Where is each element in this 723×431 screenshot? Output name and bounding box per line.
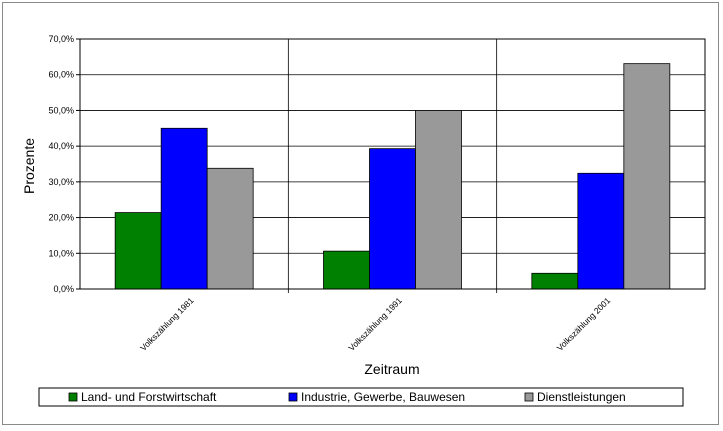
bar [323, 250, 370, 290]
y-tick-label: 10,0% [48, 248, 74, 258]
y-tick-label: 30,0% [48, 177, 74, 187]
x-tick-label: Volkszählung 1991 [346, 295, 404, 353]
legend-label: Industrie, Gewerbe, Bauwesen [301, 390, 465, 404]
legend-label: Dienstleistungen [537, 390, 626, 404]
y-tick-label: 70,0% [48, 34, 74, 44]
y-tick-label: 0,0% [53, 284, 74, 294]
bar [577, 172, 625, 290]
bar [369, 148, 416, 290]
bars [114, 63, 671, 290]
bar-chart: 0,0%10,0%20,0%30,0%40,0%50,0%60,0%70,0% … [21, 34, 706, 407]
x-tick-label: Volkszählung 1981 [138, 295, 196, 353]
x-tick-label: Volkszählung 2001 [555, 295, 613, 353]
bar [160, 127, 208, 290]
y-axis-title: Prozente [21, 138, 37, 194]
y-tick-labels: 0,0% 10,0% 20,0% 30,0% 40,0% 50,0% 60,0% 70,0% [48, 34, 74, 294]
y-tick-label: 60,0% [48, 70, 74, 80]
y-tick-label: 50,0% [48, 105, 74, 115]
legend-label: Land- und Forstwirtschaft [81, 390, 217, 404]
y-tick-label: 20,0% [48, 213, 74, 223]
y-tick-label: 40,0% [48, 141, 74, 151]
bar [415, 110, 462, 290]
bar [531, 272, 579, 290]
x-tick-labels: Volkszählung 1981 Volkszählung 1991 Volksz… [138, 295, 612, 353]
chart-frame: 0,0% 10,0% 20,0% 30,0% 40,0% 50,0% 60,0% 70,0% … [2, 2, 719, 425]
x-axis-title: Zeitraum [364, 361, 419, 377]
legend-swatch [524, 392, 534, 402]
plot-border [79, 38, 706, 290]
legend: Land- und Forstwirtschaft Industrie, Gewe… [38, 387, 684, 407]
bar [206, 167, 254, 290]
legend-swatch [288, 392, 298, 402]
legend-box [38, 387, 684, 407]
axes [79, 38, 706, 290]
legend-swatch [68, 392, 78, 402]
bar [623, 63, 671, 290]
bar [114, 212, 162, 290]
